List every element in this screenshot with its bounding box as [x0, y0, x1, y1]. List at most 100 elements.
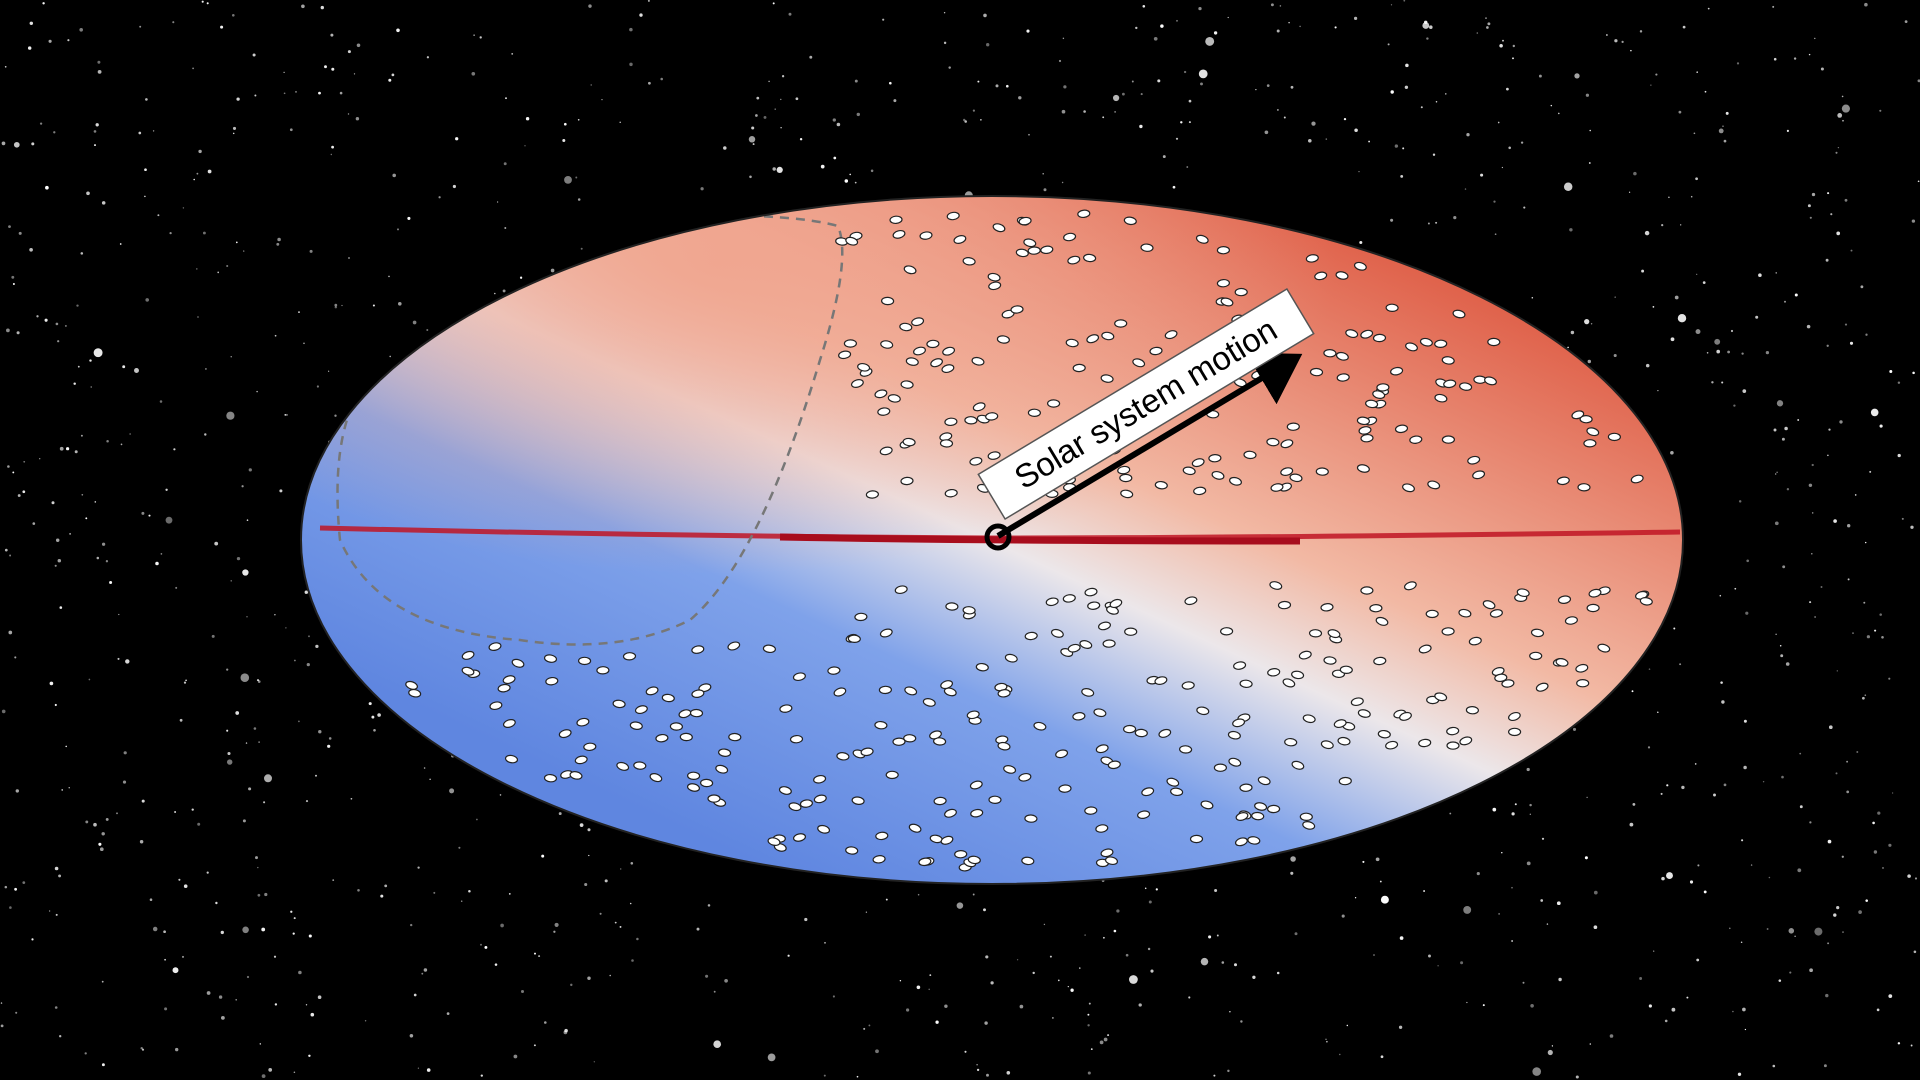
- star: [1107, 1034, 1110, 1037]
- star: [310, 1012, 315, 1017]
- star: [201, 0, 204, 3]
- star: [1833, 913, 1837, 917]
- star: [1911, 219, 1916, 223]
- star: [1794, 293, 1798, 297]
- source-marker: [1084, 806, 1098, 815]
- star: [1721, 700, 1725, 704]
- star: [984, 1021, 988, 1025]
- star: [274, 613, 276, 616]
- star: [226, 729, 229, 732]
- star: [1866, 635, 1871, 639]
- star: [832, 995, 835, 998]
- star: [141, 1048, 145, 1051]
- star: [53, 131, 56, 134]
- star: [283, 71, 285, 74]
- source-marker: [1446, 741, 1460, 750]
- star: [1666, 784, 1669, 787]
- star: [152, 130, 155, 132]
- star: [1706, 352, 1709, 354]
- star: [1135, 26, 1138, 30]
- star: [412, 320, 417, 325]
- star: [105, 817, 109, 821]
- star: [1435, 221, 1438, 224]
- source-marker: [405, 680, 418, 690]
- star: [1103, 1037, 1108, 1042]
- star: [178, 878, 181, 881]
- star: [298, 970, 302, 975]
- star: [193, 178, 196, 181]
- star: [350, 797, 353, 800]
- star: [1697, 864, 1700, 867]
- star: [1910, 525, 1914, 529]
- star: [1775, 633, 1777, 635]
- star: [144, 195, 146, 198]
- star: [93, 130, 97, 133]
- star: [558, 812, 562, 816]
- star: [1888, 677, 1891, 680]
- star: [1629, 822, 1634, 827]
- star: [1016, 959, 1019, 961]
- source-marker: [827, 666, 841, 675]
- source-marker: [1385, 303, 1399, 313]
- star: [1362, 860, 1365, 863]
- source-marker: [1482, 600, 1496, 610]
- source-marker: [1087, 601, 1101, 610]
- source-marker: [857, 362, 871, 372]
- star: [22, 881, 26, 884]
- star: [1836, 906, 1840, 910]
- star: [1703, 890, 1707, 894]
- star: [1499, 44, 1503, 48]
- star: [165, 516, 173, 524]
- star: [1255, 88, 1257, 91]
- star: [330, 153, 332, 156]
- star: [1569, 228, 1573, 232]
- source-marker: [813, 794, 827, 804]
- star: [81, 493, 84, 496]
- star: [45, 185, 49, 190]
- star: [220, 25, 224, 29]
- star: [1402, 147, 1405, 150]
- star: [804, 917, 808, 922]
- star: [392, 173, 396, 178]
- star: [505, 97, 507, 100]
- star: [118, 613, 120, 616]
- star: [1914, 877, 1918, 880]
- galactic-plane-core: [779, 533, 1301, 545]
- star: [1547, 1049, 1553, 1056]
- source-marker: [1081, 688, 1095, 697]
- star: [1653, 950, 1655, 952]
- star: [1833, 519, 1837, 523]
- star: [1403, 0, 1406, 2]
- star: [94, 501, 97, 503]
- source-marker: [874, 389, 888, 399]
- star: [471, 71, 476, 76]
- star: [755, 114, 758, 117]
- star: [54, 564, 57, 567]
- star: [1836, 670, 1838, 672]
- source-marker: [1154, 676, 1168, 685]
- star: [1572, 727, 1577, 731]
- source-marker: [894, 585, 908, 595]
- source-marker: [1181, 681, 1195, 690]
- star: [1061, 181, 1064, 184]
- source-marker: [879, 446, 893, 456]
- star: [58, 874, 62, 878]
- star: [1778, 979, 1782, 982]
- source-marker: [1639, 597, 1653, 606]
- star: [1404, 85, 1409, 89]
- source-marker: [1434, 692, 1448, 702]
- source-marker: [1062, 594, 1076, 603]
- star: [305, 1004, 308, 1006]
- star: [356, 43, 361, 48]
- source-marker: [904, 686, 918, 696]
- source-marker: [578, 656, 592, 666]
- source-marker: [502, 675, 516, 685]
- star: [508, 893, 511, 895]
- star: [283, 92, 286, 95]
- star: [1716, 349, 1721, 354]
- star: [1, 709, 6, 714]
- star: [85, 820, 89, 824]
- source-marker: [970, 808, 984, 818]
- source-marker: [918, 857, 932, 867]
- source-marker: [850, 379, 864, 388]
